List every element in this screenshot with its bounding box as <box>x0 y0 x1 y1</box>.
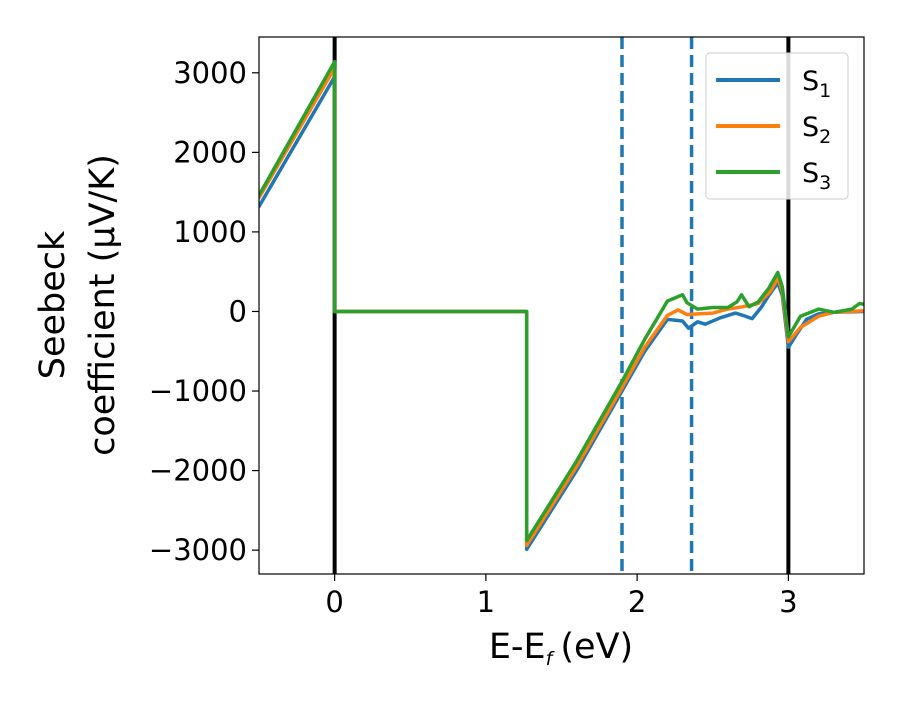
y-axis-title-line2: coefficient (μV/K) <box>83 154 123 456</box>
legend-label-s1: S1 <box>802 66 831 102</box>
x-tick-label: 2 <box>628 585 646 619</box>
y-tick-label: 0 <box>229 294 247 328</box>
y-tick-label: −2000 <box>149 454 247 488</box>
x-tick-label: 0 <box>325 585 343 619</box>
y-axis-title-line1: Seebeck <box>33 230 73 379</box>
x-tick-label: 1 <box>477 585 495 619</box>
y-tick-label: 3000 <box>173 56 247 90</box>
y-tick-label: 1000 <box>173 215 247 249</box>
y-tick-label: −1000 <box>149 374 247 408</box>
legend: S1 S2 S3 <box>705 52 849 200</box>
x-tick-label: 3 <box>779 585 797 619</box>
legend-label-s2: S2 <box>802 112 831 148</box>
y-tick-label: 2000 <box>173 135 247 169</box>
series-line-s1 <box>259 75 864 552</box>
plot-frame <box>258 36 865 575</box>
series-line-s3 <box>259 59 864 543</box>
x-axis-title: E-Ef (eV) <box>489 627 633 670</box>
legend-label-s3: S3 <box>802 158 831 194</box>
y-tick-label: −3000 <box>149 533 247 567</box>
